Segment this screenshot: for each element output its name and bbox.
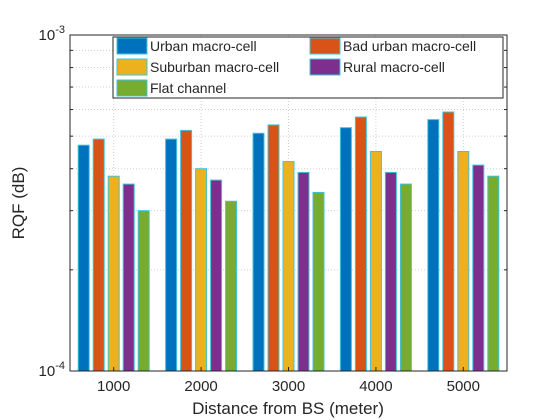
- bar: [312, 191, 325, 372]
- legend-swatch: [309, 58, 341, 76]
- legend-box: [112, 36, 504, 99]
- bar: [195, 168, 208, 372]
- y-tick-label: 10-4: [39, 360, 65, 380]
- bar: [92, 138, 105, 372]
- y-tick-label: 10-3: [39, 24, 65, 44]
- legend-entry: Bad urban macro-cell: [343, 38, 476, 54]
- bar: [427, 119, 440, 372]
- bar: [165, 138, 178, 372]
- bar: [225, 200, 238, 372]
- bar: [457, 151, 470, 372]
- y-axis-label: RQF (dB): [9, 167, 28, 240]
- legend-entry: Flat channel: [150, 80, 226, 96]
- legend-entry: Rural macro-cell: [343, 59, 445, 75]
- bar: [472, 164, 485, 372]
- bar: [122, 183, 135, 372]
- bar: [77, 144, 90, 372]
- x-tick-label: 3000: [272, 378, 305, 395]
- bar: [369, 151, 382, 372]
- x-tick-label: 5000: [447, 378, 480, 395]
- bar: [107, 175, 120, 372]
- bar: [252, 132, 265, 372]
- legend-swatch: [309, 37, 341, 55]
- bar: [210, 179, 223, 372]
- legend-entry: Urban macro-cell: [150, 38, 257, 54]
- bar: [339, 127, 352, 372]
- x-axis-label: Distance from BS (meter): [192, 399, 384, 418]
- bar: [267, 124, 280, 372]
- x-tick-label: 1000: [97, 378, 130, 395]
- axis-ticks: [70, 49, 507, 371]
- bar: [442, 111, 455, 372]
- tick-labels: 1000 2000 3000 4000 5000 10-3 10-4: [39, 24, 480, 395]
- bar: [487, 175, 500, 372]
- legend-swatch: [116, 37, 148, 55]
- legend-entry: Suburban macro-cell: [150, 59, 279, 75]
- bar: [282, 161, 295, 372]
- legend-swatch: [116, 58, 148, 76]
- legend-swatch: [116, 79, 148, 97]
- bars: [77, 111, 500, 372]
- bar: [180, 129, 193, 372]
- x-tick-label: 2000: [184, 378, 217, 395]
- legend: Urban macro-cell Bad urban macro-cell Subu…: [112, 36, 504, 99]
- bar: [384, 171, 397, 372]
- bar: [399, 183, 412, 372]
- bar: [137, 210, 150, 372]
- bar: [354, 116, 367, 372]
- x-tick-label: 4000: [359, 378, 392, 395]
- bar: [297, 171, 310, 372]
